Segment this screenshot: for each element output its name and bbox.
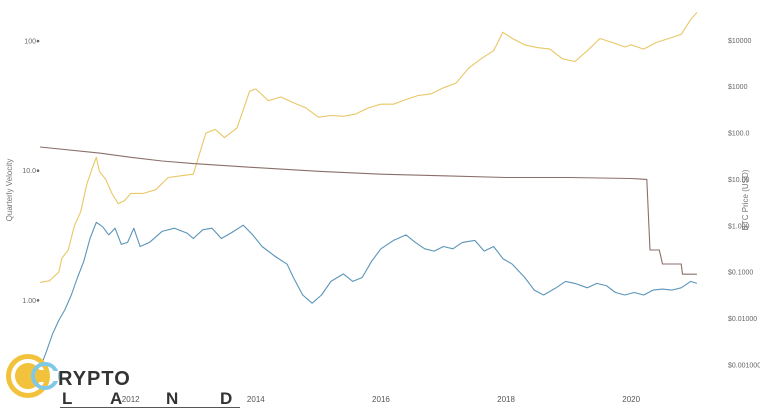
left-tick-dot-1 [36,169,40,173]
right-tick-label-7: $10000 [728,38,751,45]
x-tick-label-4: 2020 [622,395,640,404]
series-line-1 [39,221,698,369]
right-axis-title: BTC Price (USD) [741,169,750,230]
left-axis-title: Quarterly Velocity [5,159,14,222]
right-axis-ticks: $0.001000 $0.01000 $0.1000 $1.000 $10.00 $100… [728,38,760,369]
x-tick-label-0: 2012 [122,395,140,404]
series-lines [39,12,698,369]
series-line-0 [39,12,698,283]
left-axis-ticks: 1.00 10.0 100 [22,39,40,305]
right-tick-label-1: $0.01000 [728,316,757,323]
right-tick-label-5: $100.0 [728,131,750,138]
logo-sub-letter-n: N [166,389,178,408]
logo-underline [60,407,240,408]
x-tick-label-3: 2018 [497,395,515,404]
logo-wordmark: RYPTO [58,368,131,390]
logo-sub-letter-a: A [110,389,122,408]
right-tick-label-2: $0.1000 [728,270,753,277]
logo-sub-letter-d: D [220,389,232,408]
left-tick-dot-0 [36,299,40,302]
x-axis-ticks: 2012 2014 2016 2018 2020 [122,395,641,404]
series-line-2 [39,146,697,275]
cryptoland-logo: RYPTO L A N D [6,354,240,408]
left-tick-label-1: 10.0 [22,168,36,175]
right-tick-label-4: $10.00 [728,177,750,184]
right-tick-label-0: $0.001000 [728,362,760,369]
x-tick-label-1: 2014 [247,395,265,404]
right-tick-label-3: $1.000 [728,223,750,230]
left-tick-dot-2 [36,39,40,43]
left-tick-label-2: 100 [24,39,36,46]
right-tick-label-6: $1000 [728,84,748,91]
x-tick-label-2: 2016 [372,395,390,404]
logo-sub-letter-l: L [62,389,72,408]
left-tick-label-0: 1.00 [22,298,36,305]
